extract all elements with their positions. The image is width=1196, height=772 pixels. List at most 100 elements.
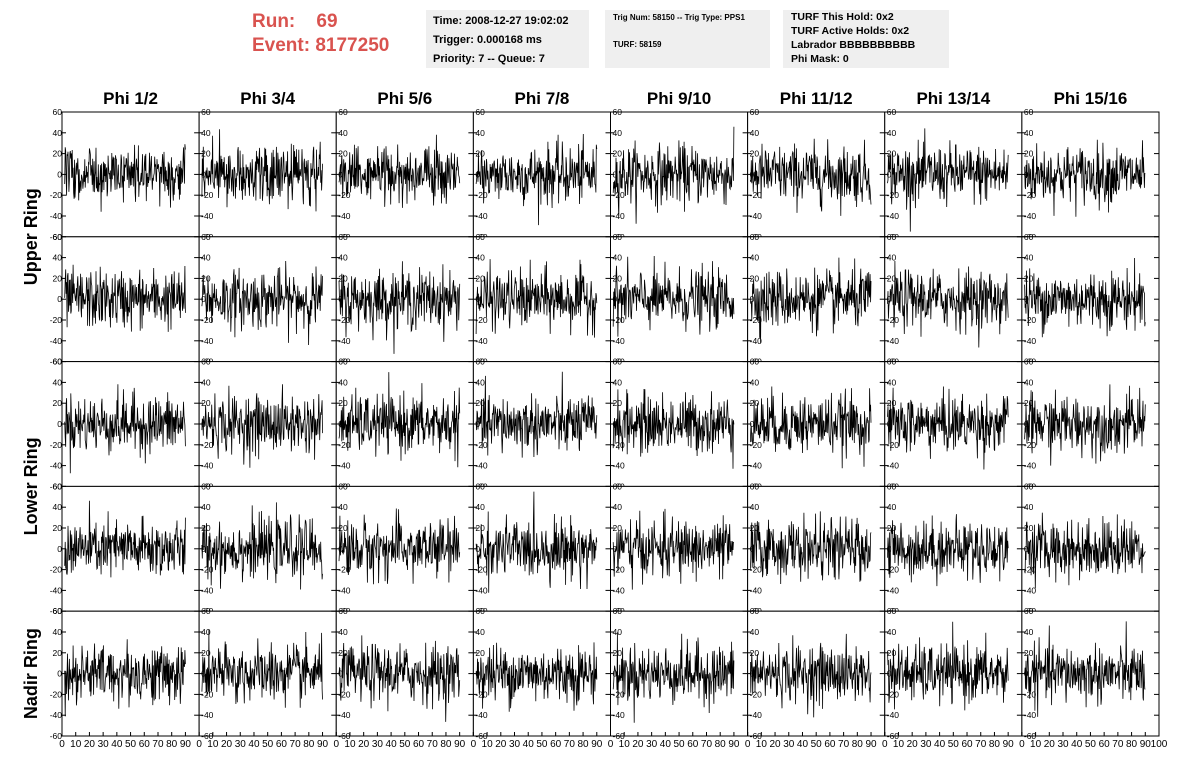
- y-tick-label: 40: [1024, 253, 1034, 263]
- y-tick-label: -20: [1024, 315, 1037, 325]
- y-tick-label: 40: [613, 377, 623, 387]
- y-tick-label: -20: [201, 440, 214, 450]
- waveform-trace: [750, 386, 872, 469]
- y-tick-label: 40: [887, 253, 897, 263]
- y-tick-label: -20: [338, 190, 351, 200]
- waveform-trace: [64, 264, 186, 332]
- y-tick-label: 40: [475, 128, 485, 138]
- y-tick-label: 60: [1024, 232, 1034, 242]
- y-tick-label: -60: [338, 731, 351, 741]
- y-tick-label: 60: [338, 357, 348, 367]
- waveform-trace: [750, 633, 872, 718]
- y-tick-label: 40: [750, 253, 760, 263]
- waveform-trace: [1024, 257, 1146, 338]
- x-tick-label: 70: [152, 739, 164, 750]
- y-tick-label: 20: [1024, 398, 1034, 408]
- x-tick-label: 0: [1019, 739, 1025, 750]
- y-tick-label: -20: [475, 689, 488, 699]
- y-tick-label: 60: [338, 232, 348, 242]
- y-tick-label: 0: [201, 294, 206, 304]
- y-tick-label: -40: [338, 336, 351, 346]
- y-tick-label: -40: [475, 710, 488, 720]
- y-tick-label: 40: [201, 128, 211, 138]
- y-tick-label: 20: [750, 648, 760, 658]
- y-tick-label: -40: [338, 461, 351, 471]
- y-tick-label: -40: [475, 585, 488, 595]
- y-tick-label: -40: [887, 336, 900, 346]
- y-tick-label: -40: [1024, 336, 1037, 346]
- y-tick-label: -40: [50, 461, 63, 471]
- y-tick-label: -40: [338, 585, 351, 595]
- y-tick-label: -20: [475, 565, 488, 575]
- x-tick-label: 20: [358, 739, 370, 750]
- waveform-trace: [64, 500, 186, 578]
- y-tick-label: 0: [338, 669, 343, 679]
- y-tick-label: -40: [201, 461, 214, 471]
- y-tick-label: 0: [887, 169, 892, 179]
- y-tick-label: -20: [750, 440, 763, 450]
- waveform-trace: [887, 260, 1009, 348]
- x-tick-label: 10: [344, 739, 356, 750]
- y-tick-label: 20: [338, 149, 348, 159]
- y-tick-label: 40: [475, 502, 485, 512]
- turf-text: TURF: 58159: [613, 40, 662, 49]
- y-tick-label: 60: [750, 481, 760, 491]
- y-tick-label: 0: [57, 169, 62, 179]
- phi-mask-text: Phi Mask: 0: [791, 53, 849, 65]
- y-tick-label: -20: [475, 315, 488, 325]
- x-tick-label: 20: [84, 739, 96, 750]
- waveform-trace: [475, 133, 598, 226]
- y-tick-label: -40: [50, 710, 63, 720]
- y-tick-label: -40: [338, 710, 351, 720]
- y-tick-label: 60: [887, 481, 897, 491]
- waveform-trace: [64, 384, 186, 474]
- waveform-trace: [1024, 384, 1146, 466]
- y-tick-label: 60: [887, 357, 897, 367]
- y-tick-label: -20: [1024, 565, 1037, 575]
- column-title: Phi 9/10: [647, 89, 711, 108]
- y-tick-label: 40: [338, 128, 348, 138]
- waveform-trace: [201, 260, 323, 346]
- y-tick-label: 20: [750, 149, 760, 159]
- y-tick-label: 40: [613, 502, 623, 512]
- x-tick-label: 20: [221, 739, 233, 750]
- y-tick-label: -60: [50, 357, 63, 367]
- waveform-trace: [338, 508, 461, 585]
- column-title: Phi 13/14: [916, 89, 990, 108]
- waveform-trace: [750, 138, 872, 216]
- x-tick-label: 10: [756, 739, 768, 750]
- y-tick-label: -60: [50, 606, 63, 616]
- y-tick-label: 60: [1024, 357, 1034, 367]
- event-value: 8177250: [315, 35, 390, 56]
- y-tick-label: -60: [887, 731, 900, 741]
- x-tick-label: 70: [838, 739, 850, 750]
- y-tick-label: 60: [201, 481, 211, 491]
- y-tick-label: 20: [475, 149, 485, 159]
- ring-label: Upper Ring: [21, 188, 41, 285]
- x-tick-label: 40: [934, 739, 946, 750]
- x-tick-label: 0: [333, 739, 339, 750]
- y-tick-label: -40: [613, 710, 626, 720]
- waveform-trace: [201, 129, 323, 212]
- x-tick-label: 100: [1151, 739, 1168, 750]
- column-title: Phi 7/8: [515, 89, 570, 108]
- y-tick-label: -20: [613, 689, 626, 699]
- time-text: Time: 2008-12-27 19:02:02: [433, 15, 569, 27]
- y-tick-label: 0: [613, 669, 618, 679]
- y-tick-label: 60: [201, 357, 211, 367]
- trig-num-text: Trig Num: 58150 -- Trig Type: PPS1: [613, 13, 745, 22]
- y-tick-label: -40: [887, 585, 900, 595]
- y-tick-label: -40: [613, 336, 626, 346]
- x-tick-label: 60: [413, 739, 425, 750]
- y-tick-label: -40: [201, 211, 214, 221]
- x-tick-label: 20: [632, 739, 644, 750]
- y-tick-label: 40: [887, 377, 897, 387]
- y-tick-label: 20: [1024, 273, 1034, 283]
- y-tick-label: -20: [613, 315, 626, 325]
- y-tick-label: 20: [338, 398, 348, 408]
- x-tick-label: 60: [276, 739, 288, 750]
- x-tick-label: 10: [70, 739, 82, 750]
- x-tick-label: 30: [1057, 739, 1069, 750]
- y-tick-label: -20: [338, 689, 351, 699]
